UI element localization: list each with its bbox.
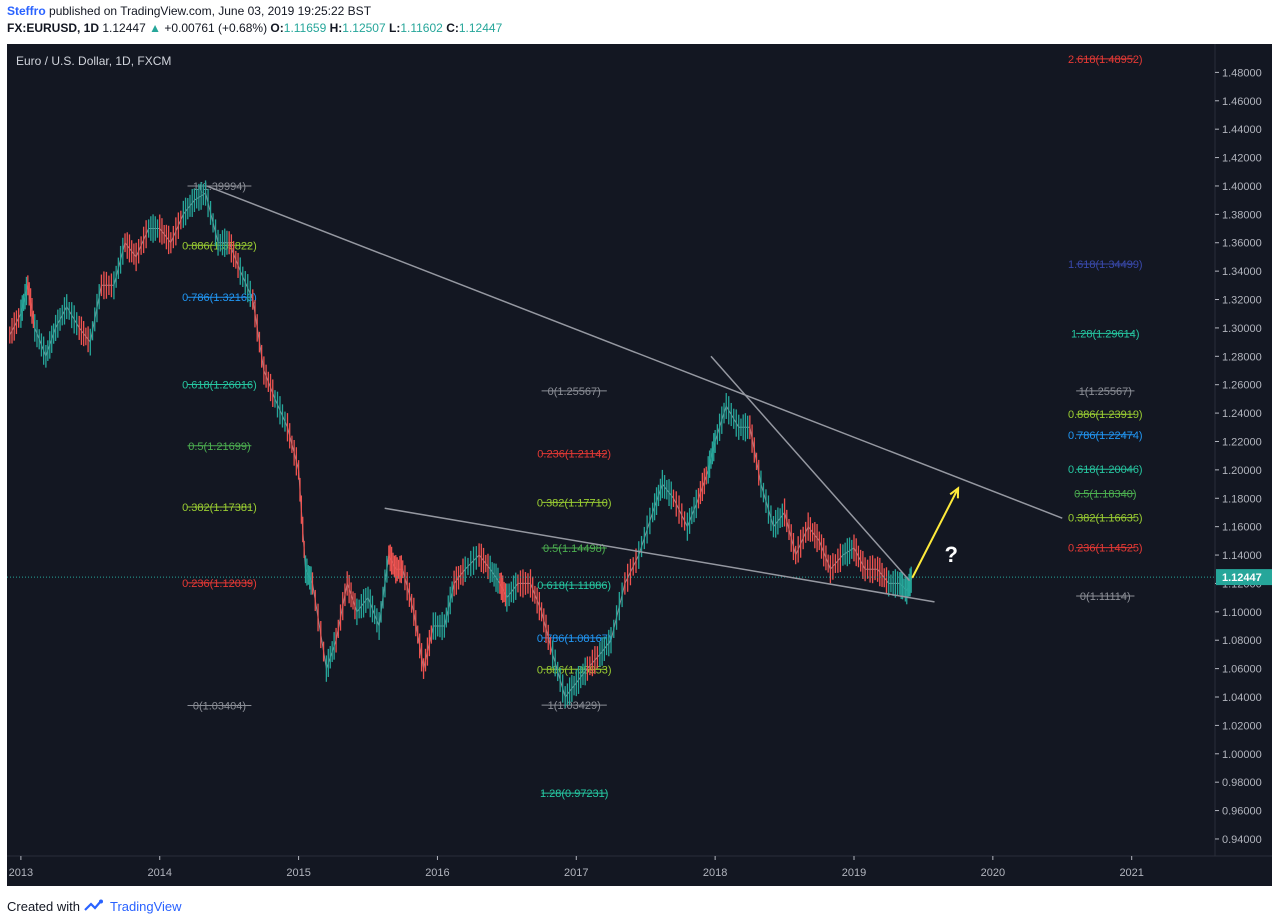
y-tick-label: 1.46000 <box>1222 96 1262 108</box>
y-tick-label: 1.38000 <box>1222 209 1262 221</box>
open-value: 1.11659 <box>283 21 327 35</box>
x-tick-label: 2015 <box>286 867 310 879</box>
fib-label: 0(1.03404) <box>193 700 246 712</box>
last-price-marker <box>1216 569 1272 586</box>
fib-label: 0(1.11114) <box>1080 591 1131 603</box>
trendlines[interactable]: ? <box>206 185 1063 603</box>
chart-title: Euro / U.S. Dollar, 1D, FXCM <box>16 54 171 68</box>
fib-label: 1.618(1.34499) <box>1068 259 1143 271</box>
price-series <box>7 180 1215 708</box>
close-value: 1.12447 <box>458 21 503 35</box>
high-label: H: <box>329 21 343 35</box>
footer: Created with TradingView <box>7 896 182 916</box>
up-arrow-icon: ▲ <box>149 21 161 35</box>
publish-info: Steffro published on TradingView.com, Ju… <box>7 4 371 18</box>
low-value: 1.11602 <box>400 21 443 35</box>
open-label: O: <box>270 21 284 35</box>
price-change: +0.00761 (+0.68%) <box>164 21 268 35</box>
fib-label: 0(1.25567) <box>548 386 601 398</box>
y-axis: 1.48000 1.46000 1.44000 1.42000 1.40000 1.380… <box>1214 44 1272 856</box>
fib-label: 0.5(1.18340) <box>1074 488 1136 500</box>
lower-support-line[interactable] <box>384 507 935 603</box>
author-link[interactable]: Steffro <box>7 4 46 18</box>
y-tick-label: 1.16000 <box>1222 522 1262 534</box>
fib-label: 0.786(1.08167) <box>537 633 612 645</box>
y-tick-label: 1.28000 <box>1222 351 1262 363</box>
y-tick-label: 1.40000 <box>1222 181 1262 193</box>
y-tick-label: 1.20000 <box>1222 465 1262 477</box>
y-tick-label: 1.48000 <box>1222 67 1262 79</box>
y-tick-label: 1.00000 <box>1222 749 1262 761</box>
x-axis: 2013 2014 2015 2016 2017 2018 2019 2020 2021 <box>7 855 1272 879</box>
y-tick-label: 1.34000 <box>1222 266 1262 278</box>
last-price-label: 1.12447 <box>1222 572 1262 584</box>
last-price: 1.12447 <box>102 21 146 35</box>
fib-label: 0.382(1.17381) <box>182 502 257 514</box>
publish-text: published on TradingView.com, June 03, 2… <box>49 4 372 18</box>
high-value: 1.12507 <box>342 21 386 35</box>
y-tick-label: 1.10000 <box>1222 607 1262 619</box>
fib-label: 0.618(1.11886) <box>537 580 611 592</box>
y-tick-label: 1.06000 <box>1222 664 1262 676</box>
low-label: L: <box>389 21 401 35</box>
fib-label: 0.382(1.16635) <box>1068 513 1143 525</box>
fib-label: 1.28(0.97231) <box>540 788 609 800</box>
fib-label: 0.5(1.21699) <box>188 441 250 453</box>
fib-label: 0.618(1.20046) <box>1068 464 1143 476</box>
fib-label: 0.886(1.35822) <box>182 240 257 252</box>
close-label: C: <box>446 21 459 35</box>
x-tick-label: 2018 <box>703 867 727 879</box>
fib-label: 0.618(1.26016) <box>182 379 257 391</box>
upper-resistance-line[interactable] <box>206 185 1063 519</box>
y-tick-label: 0.94000 <box>1222 834 1262 846</box>
question-mark-label: ? <box>944 542 957 567</box>
y-tick-label: 0.96000 <box>1222 806 1262 818</box>
y-tick-label: 0.98000 <box>1222 777 1262 789</box>
price-chart[interactable]: 1(1.39994)0.886(1.35822)0.786(1.32163)0.… <box>0 44 1279 886</box>
y-tick-label: 1.26000 <box>1222 380 1262 392</box>
x-tick-label: 2017 <box>564 867 588 879</box>
fib-label: 0.236(1.12039) <box>182 578 257 590</box>
fib-label: 1(1.03429) <box>548 700 601 712</box>
y-tick-label: 1.08000 <box>1222 635 1262 647</box>
chart-background <box>7 44 1272 886</box>
fib-label: 2.618(1.48952) <box>1068 54 1143 66</box>
y-tick-label: 1.04000 <box>1222 692 1262 704</box>
fib-label: 0.5(1.14498) <box>543 543 605 555</box>
projection-arrow-line[interactable] <box>911 487 960 579</box>
tradingview-link[interactable]: TradingView <box>109 898 182 914</box>
x-tick-label: 2013 <box>9 867 33 879</box>
x-tick-label: 2020 <box>981 867 1005 879</box>
created-with-text: Created with <box>7 898 80 914</box>
y-tick-label: 1.36000 <box>1222 238 1262 250</box>
fib-label: 0.886(1.23919) <box>1068 409 1143 421</box>
fib-label: 1(1.25567) <box>1079 386 1132 398</box>
arrow-head <box>949 486 960 499</box>
y-tick-label: 1.44000 <box>1222 124 1262 136</box>
x-tick-label: 2014 <box>147 867 171 879</box>
fib-label: 0.236(1.21142) <box>537 449 611 461</box>
fib-label: 0.236(1.14525) <box>1068 543 1143 555</box>
x-tick-label: 2021 <box>1119 867 1143 879</box>
y-tick-label: 1.14000 <box>1222 550 1262 562</box>
chart-header: Steffro published on TradingView.com, Ju… <box>0 0 1279 44</box>
symbol-label: FX:EURUSD, 1D <box>7 21 100 35</box>
y-tick-label: 1.18000 <box>1222 493 1262 505</box>
tradingview-logo-icon <box>84 899 103 911</box>
y-tick-label: 1.02000 <box>1222 720 1262 732</box>
x-tick-label: 2019 <box>842 867 866 879</box>
symbol-info: FX:EURUSD, 1D 1.12447 ▲ +0.00761 (+0.68%… <box>7 21 502 35</box>
fib-label: 0.382(1.17710) <box>537 497 612 509</box>
fib-label: 1.28(1.29614) <box>1071 328 1140 340</box>
fib-label: 0.786(1.32163) <box>182 292 257 304</box>
y-tick-label: 1.22000 <box>1222 436 1262 448</box>
y-tick-label: 1.32000 <box>1222 295 1262 307</box>
y-tick-label: 1.30000 <box>1222 323 1262 335</box>
x-tick-label: 2016 <box>425 867 449 879</box>
y-tick-label: 1.42000 <box>1222 153 1262 165</box>
falling-wedge-upper-line[interactable] <box>710 355 911 582</box>
fib-label: 0.786(1.22474) <box>1068 430 1143 442</box>
y-tick-label: 1.24000 <box>1222 408 1262 420</box>
